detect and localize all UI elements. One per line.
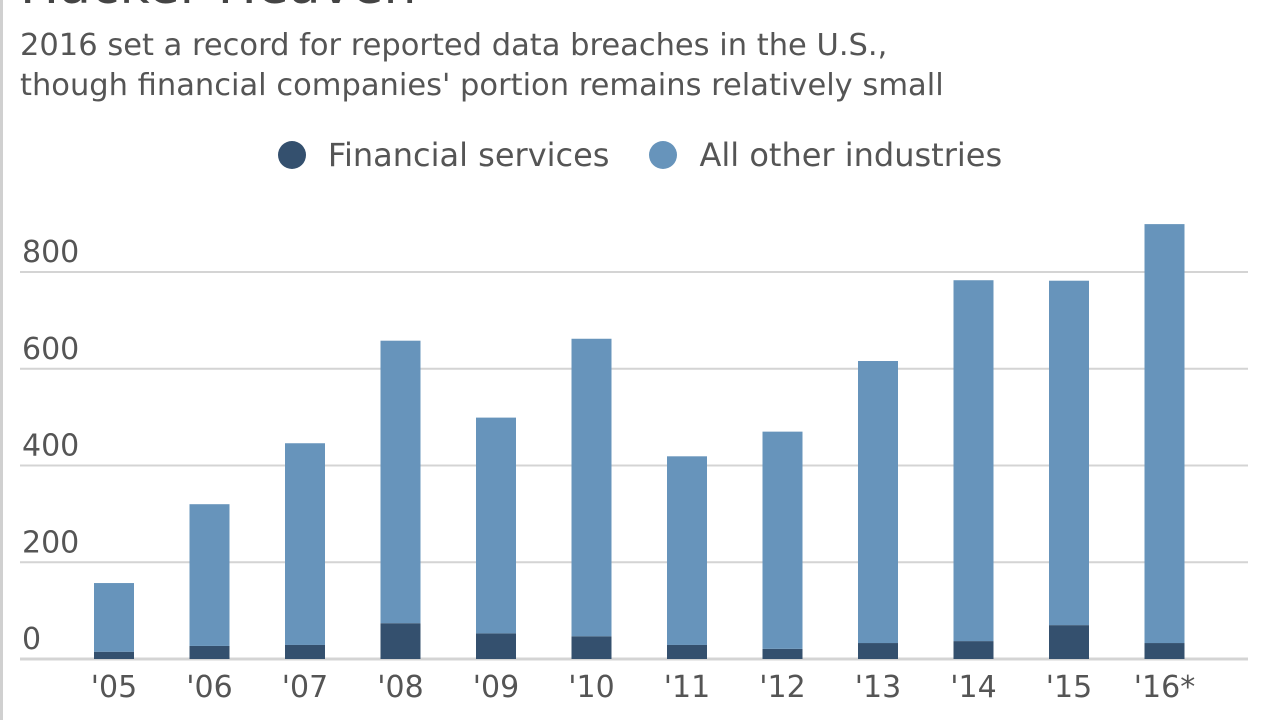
x-tick-label: '13 xyxy=(855,670,901,705)
x-tick-label: '14 xyxy=(950,670,996,705)
bar-financial xyxy=(380,623,421,659)
chart-title: Hacker Heaven xyxy=(20,0,416,16)
bar-financial xyxy=(189,645,230,659)
x-tick-label: '10 xyxy=(568,670,614,705)
x-tick-label: '11 xyxy=(664,670,710,705)
bar-financial xyxy=(94,651,134,659)
bar-financial xyxy=(476,633,516,659)
bar-financial xyxy=(953,641,994,659)
bar-other xyxy=(285,443,325,645)
legend: Financial services All other industries xyxy=(0,136,1280,174)
bar-financial xyxy=(762,648,803,659)
bar-financial xyxy=(1144,643,1185,659)
bar-financial xyxy=(571,636,612,659)
bar-other xyxy=(667,456,707,645)
bar-other xyxy=(571,338,612,637)
bar-other xyxy=(858,361,898,644)
legend-item-other: All other industries xyxy=(649,136,1002,174)
legend-label-financial: Financial services xyxy=(327,136,610,174)
x-tick-label: '07 xyxy=(282,670,328,705)
legend-label-other: All other industries xyxy=(699,136,1003,174)
chart-subtitle: 2016 set a record for reported data brea… xyxy=(20,28,944,103)
bar-other xyxy=(953,280,994,642)
x-tick-label: '06 xyxy=(186,670,232,705)
bar-financial xyxy=(285,644,325,659)
bar-financial xyxy=(1049,625,1089,659)
bar-other xyxy=(189,504,230,646)
bar-other xyxy=(762,431,803,649)
y-tick-label: 400 xyxy=(22,429,79,464)
chart-frame-border xyxy=(0,0,3,720)
bar-other xyxy=(380,340,421,624)
legend-marker-financial xyxy=(277,141,306,169)
x-tick-label: '05 xyxy=(91,670,137,705)
y-tick-label: 800 xyxy=(22,235,79,270)
bar-financial xyxy=(858,643,898,659)
x-tick-label: '16* xyxy=(1134,670,1195,705)
legend-marker-other xyxy=(649,141,678,169)
legend-item-financial: Financial services xyxy=(277,136,610,174)
bar-other xyxy=(1049,280,1089,626)
bar-other xyxy=(94,583,134,652)
bar-other xyxy=(1144,224,1185,644)
y-tick-label: 0 xyxy=(22,622,41,657)
bar-financial xyxy=(667,644,707,659)
bar-other xyxy=(476,417,516,634)
x-tick-label: '12 xyxy=(759,670,805,705)
y-tick-label: 200 xyxy=(22,525,79,560)
x-tick-label: '09 xyxy=(473,670,519,705)
y-tick-label: 600 xyxy=(22,332,79,367)
x-tick-label: '08 xyxy=(377,670,423,705)
x-tick-label: '15 xyxy=(1046,670,1092,705)
